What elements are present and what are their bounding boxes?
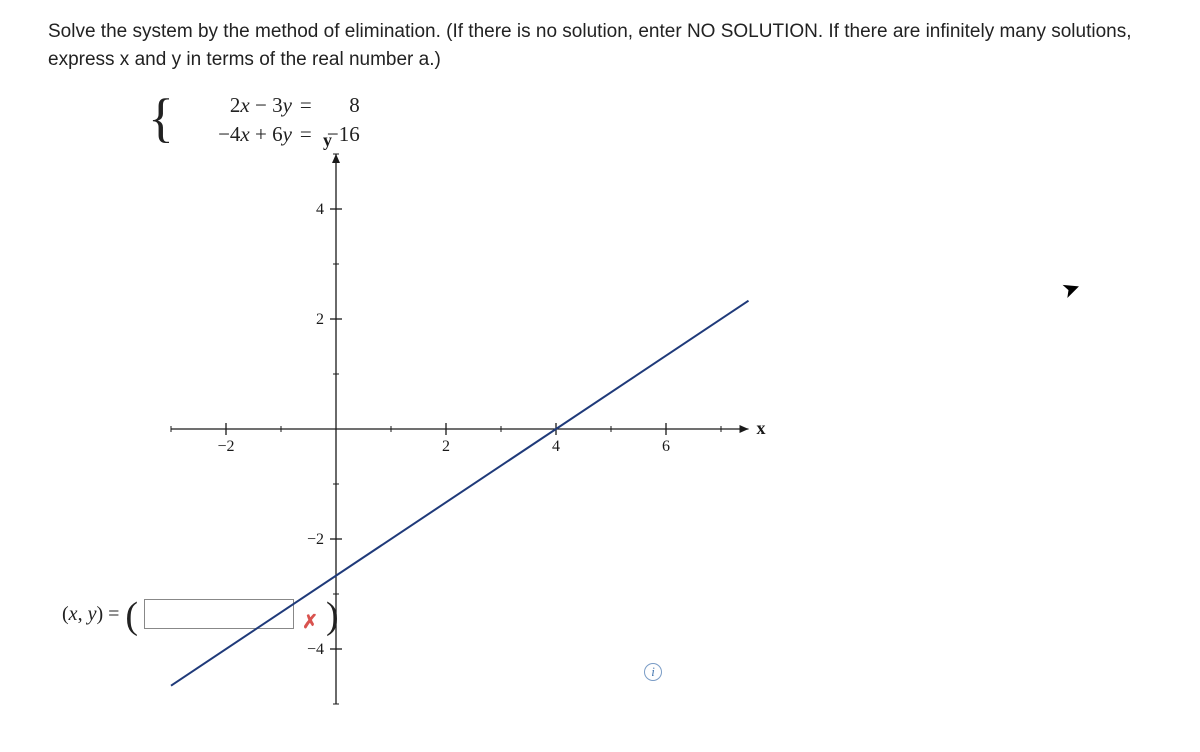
svg-text:2: 2 (442, 438, 450, 455)
svg-text:x: x (757, 418, 766, 438)
svg-text:y: y (323, 130, 332, 150)
brace-left: { (148, 97, 174, 140)
paren-left: ( (125, 597, 138, 635)
svg-text:−2: −2 (217, 438, 234, 455)
question-text: Solve the system by the method of elimin… (48, 18, 1160, 73)
svg-text:4: 4 (552, 438, 560, 455)
svg-text:−2: −2 (307, 531, 324, 548)
answer-row: (x, y) = ( ✗ ) (62, 595, 1160, 633)
system-of-equations: { 2x − 3y = 8 −4x + 6y = −16 (148, 93, 1160, 147)
info-icon[interactable]: i (644, 663, 662, 681)
svg-text:−4: −4 (307, 641, 324, 658)
wrong-icon: ✗ (302, 611, 318, 634)
equation-2: −4x + 6y = −16 (182, 122, 360, 147)
equation-1: 2x − 3y = 8 (182, 93, 360, 118)
answer-lhs-label: (x, y) = (62, 603, 119, 626)
svg-text:2: 2 (316, 311, 324, 328)
graph-plot: −224642−2−4xy (156, 171, 704, 571)
svg-text:4: 4 (316, 201, 324, 218)
answer-input[interactable] (144, 599, 294, 629)
svg-text:6: 6 (662, 438, 670, 455)
paren-right: ) (326, 597, 339, 635)
